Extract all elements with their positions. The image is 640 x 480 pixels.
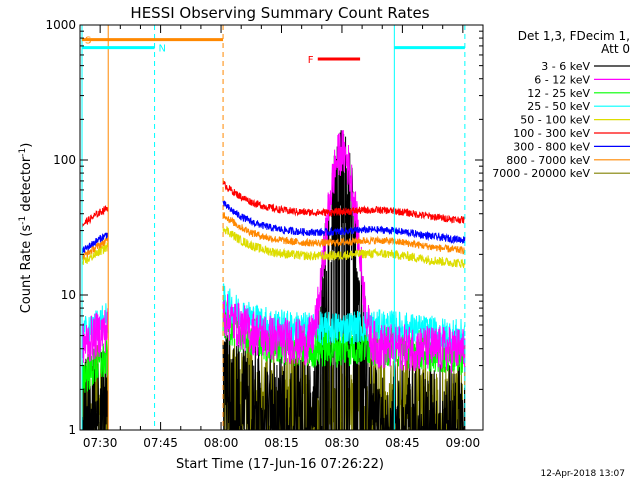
series-line-800-7000-kev-1	[222, 212, 466, 255]
x-tick-label-1: 07:45	[143, 436, 178, 450]
legend-label-6-12-kev: 6 - 12 keV	[534, 73, 590, 86]
axis-layer: 1 10 100 1000 07:30 07:45 08:00 08:15 08:30 08:45…	[45, 18, 484, 450]
y-tick-label-2: 100	[53, 153, 76, 167]
y-tick-label-3: 1000	[45, 18, 76, 32]
x-tick-label-6: 09:00	[446, 436, 481, 450]
series-layer	[81, 130, 466, 430]
legend-header-1: Det 1,3, FDecim 1,	[518, 29, 630, 43]
x-tick-label-4: 08:30	[325, 436, 360, 450]
series-line-100-300-kev-1	[222, 180, 466, 224]
x-axis-label: Start Time (17-Jun-16 07:26:22)	[176, 457, 384, 472]
series-800-7000-kev	[81, 212, 466, 262]
series-line-3-6-kev-1	[222, 130, 466, 430]
series-line-6-12-kev-0	[81, 308, 109, 368]
chart-title: HESSI Observing Summary Count Rates	[130, 4, 429, 22]
x-tick-label-0: 07:30	[83, 436, 118, 450]
series-50-100-kev	[81, 225, 466, 269]
legend-label-300-800-kev: 300 - 800 keV	[513, 140, 590, 153]
y-axis-label-mid: detector	[19, 156, 34, 216]
flag-label-n-1: N	[159, 44, 166, 55]
legend-label-3-6-kev: 3 - 6 keV	[541, 60, 590, 73]
series-3-6-kev	[81, 130, 466, 430]
y-axis-label: Count Rate (s-1 detector-1)	[18, 143, 34, 314]
flag-label-f-3: F	[308, 55, 314, 66]
flag-label-s-0: S	[85, 36, 91, 47]
x-tick-label-2: 08:00	[204, 436, 239, 450]
series-line-50-100-kev-0	[81, 241, 109, 265]
series-line-7000-20000-kev-1	[222, 333, 466, 430]
series-100-300-kev	[81, 180, 466, 228]
boundary-layer	[81, 25, 466, 430]
series-line-50-100-kev-1	[222, 225, 466, 269]
series-line-3-6-kev-0	[81, 346, 109, 430]
x-tick-label-3: 08:15	[264, 436, 299, 450]
y-axis-label-end: )	[19, 143, 34, 148]
footer-date: 12-Apr-2018 13:07	[541, 469, 625, 479]
legend-label-7000-20000-kev: 7000 - 20000 keV	[492, 167, 590, 180]
legend-label-50-100-kev: 50 - 100 keV	[520, 114, 590, 127]
series-300-800-kev	[81, 200, 466, 254]
series-line-300-800-kev-0	[81, 231, 109, 254]
legend-label-100-300-kev: 100 - 300 keV	[513, 127, 590, 140]
y-tick-label-0: 1	[68, 423, 76, 437]
legend-label-800-7000-kev: 800 - 7000 keV	[506, 154, 590, 167]
legend-header-2: Att 0	[601, 42, 630, 56]
legend-label-25-50-kev: 25 - 50 keV	[527, 100, 590, 113]
flag-layer: S N F	[82, 36, 465, 66]
x-tick-label-5: 08:45	[385, 436, 420, 450]
y-axis-label-main: Count Rate (s	[19, 225, 34, 314]
series-6-12-kev	[81, 130, 466, 373]
series-line-12-25-kev-0	[81, 339, 109, 393]
series-line-300-800-kev-1	[222, 200, 466, 245]
series-line-100-300-kev-0	[81, 205, 109, 228]
y-axis-label-sup2: -1	[18, 148, 28, 157]
legend-label-12-25-kev: 12 - 25 keV	[527, 87, 590, 100]
y-axis-label-sup1: -1	[18, 216, 28, 225]
series-line-800-7000-kev-0	[81, 237, 109, 262]
series-line-6-12-kev-1	[222, 130, 466, 373]
y-tick-label-1: 10	[61, 288, 76, 302]
